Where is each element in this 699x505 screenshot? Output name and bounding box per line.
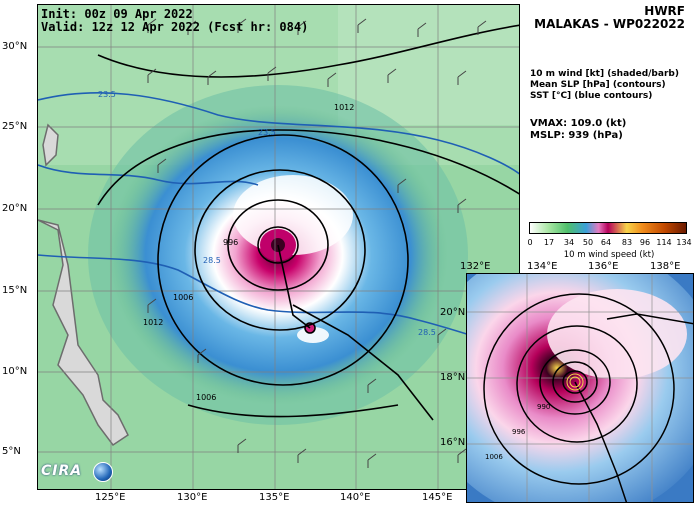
inset-lon-label: 138°E	[650, 261, 681, 272]
lat-label: 20°N	[2, 203, 28, 214]
lat-label: 30°N	[2, 41, 28, 52]
colorbar-tick: 34	[563, 238, 575, 247]
legend-sst: SST [°C] (blue contours)	[530, 91, 653, 101]
contour-label: 996	[223, 238, 238, 247]
valid-time: Valid: 12z 12 Apr 2022 (Fcst hr: 084)	[41, 20, 309, 34]
lon-label: 125°E	[95, 492, 126, 503]
lat-label: 5°N	[2, 446, 21, 457]
sst-label: 23.5	[258, 128, 276, 137]
inset-lon-label: 132°E	[460, 261, 491, 272]
inset-lat-label: 18°N	[440, 372, 466, 383]
sst-label: 23.5	[98, 90, 116, 99]
wind-colorbar	[529, 222, 687, 234]
contour-label: 1012	[334, 103, 354, 112]
colorbar-tick: 50	[582, 238, 594, 247]
lat-label: 10°N	[2, 366, 28, 377]
lon-label: 130°E	[177, 492, 208, 503]
main-map: 1012 1006 1012 1006 996 23.5 28.5 23.5 2…	[37, 4, 520, 490]
lat-label: 15°N	[2, 285, 28, 296]
colorbar-tick: 96	[639, 238, 651, 247]
inset-lat-label: 16°N	[440, 437, 466, 448]
lon-label: 145°E	[422, 492, 453, 503]
colorbar-tick: 83	[621, 238, 633, 247]
sst-label: 28.5	[418, 328, 436, 337]
model-title: HWRF	[644, 4, 685, 18]
globe-icon	[93, 462, 113, 482]
sst-label: 28.5	[203, 256, 221, 265]
colorbar-tick: 17	[543, 238, 555, 247]
inset-lat-label: 20°N	[440, 307, 466, 318]
init-time: Init: 00z 09 Apr 2022	[41, 7, 193, 21]
inset-lon-label: 134°E	[527, 261, 558, 272]
lon-label: 140°E	[340, 492, 371, 503]
lat-label: 25°N	[2, 121, 28, 132]
mslp-value: MSLP: 939 (hPa)	[530, 130, 623, 141]
legend-wind: 10 m wind [kt] (shaded/barb)	[530, 69, 679, 79]
colorbar-tick: 134	[676, 238, 692, 247]
contour-label: 1006	[173, 293, 193, 302]
inset-contour-label: 1006	[485, 453, 503, 461]
lon-label: 135°E	[259, 492, 290, 503]
vmax-value: VMAX: 109.0 (kt)	[530, 118, 627, 129]
inset-map-svg: 990 996 1006	[467, 274, 693, 502]
inset-map: 990 996 1006	[466, 273, 694, 503]
contour-label: 1006	[196, 393, 216, 402]
colorbar-tick: 114	[656, 238, 672, 247]
inset-contour-label: 990	[537, 403, 550, 411]
storm-title: MALAKAS - WP022022	[534, 17, 685, 31]
inset-lon-label: 136°E	[588, 261, 619, 272]
main-map-svg: 1012 1006 1012 1006 996 23.5 28.5 23.5 2…	[38, 5, 519, 489]
contour-label: 1012	[143, 318, 163, 327]
inset-contour-label: 996	[512, 428, 526, 436]
colorbar-label: 10 m wind speed (kt)	[563, 250, 655, 260]
legend-slp: Mean SLP [hPa] (contours)	[530, 80, 666, 90]
colorbar-tick: 0	[527, 238, 533, 247]
colorbar-tick: 64	[600, 238, 612, 247]
cira-logo: CIRA	[41, 463, 83, 479]
